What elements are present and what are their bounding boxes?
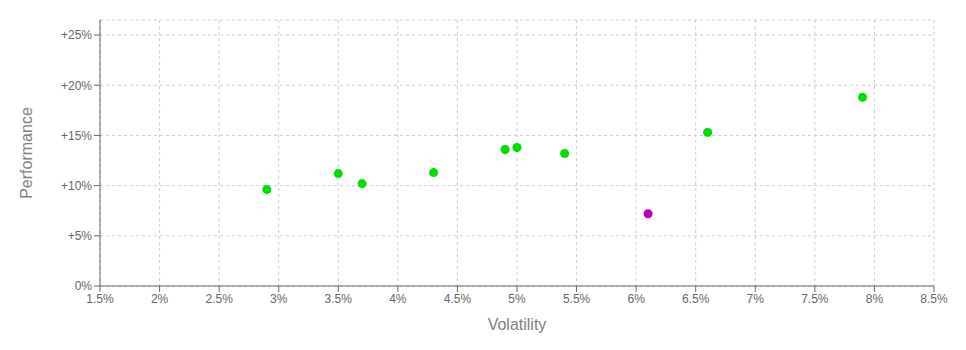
svg-text:4.5%: 4.5% <box>444 292 472 306</box>
svg-text:3%: 3% <box>270 292 288 306</box>
svg-text:Volatility: Volatility <box>488 316 547 333</box>
svg-text:8.5%: 8.5% <box>920 292 948 306</box>
svg-text:+20%: +20% <box>61 79 92 93</box>
svg-text:+25%: +25% <box>61 28 92 42</box>
svg-text:5.5%: 5.5% <box>563 292 591 306</box>
svg-text:7%: 7% <box>747 292 765 306</box>
svg-text:+15%: +15% <box>61 129 92 143</box>
svg-text:6%: 6% <box>627 292 645 306</box>
svg-text:1.5%: 1.5% <box>86 292 114 306</box>
svg-text:+10%: +10% <box>61 179 92 193</box>
svg-text:7.5%: 7.5% <box>801 292 829 306</box>
svg-text:0%: 0% <box>75 279 93 293</box>
svg-text:4%: 4% <box>389 292 407 306</box>
svg-text:Performance: Performance <box>18 107 35 199</box>
svg-text:5%: 5% <box>508 292 526 306</box>
svg-text:6.5%: 6.5% <box>682 292 710 306</box>
svg-text:2%: 2% <box>151 292 169 306</box>
svg-text:3.5%: 3.5% <box>325 292 353 306</box>
svg-text:8%: 8% <box>866 292 884 306</box>
svg-text:2.5%: 2.5% <box>205 292 233 306</box>
svg-text:+5%: +5% <box>68 229 93 243</box>
